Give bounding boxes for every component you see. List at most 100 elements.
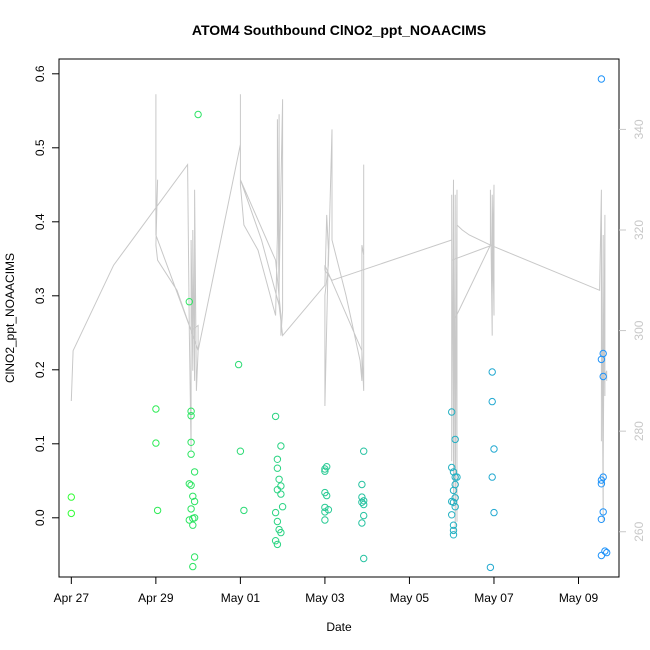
x-tick-label: May 03 [305, 591, 345, 605]
data-point [234, 360, 243, 369]
y2-tick-label: 300 [632, 320, 646, 340]
data-point [271, 412, 280, 421]
data-point [360, 511, 368, 520]
data-point [599, 372, 607, 381]
y2-tick-label: 340 [632, 119, 646, 139]
data-point [360, 497, 368, 505]
data-point [597, 551, 606, 560]
data-point [152, 405, 160, 413]
data-point [449, 526, 458, 535]
data-point [273, 540, 282, 549]
data-point [190, 514, 199, 522]
data-point [488, 368, 496, 376]
data-point [449, 486, 458, 495]
x-tick-label: Apr 29 [138, 591, 174, 605]
data-point [277, 490, 285, 498]
data-point [324, 506, 333, 514]
y-tick-label: 0.0 [33, 509, 47, 526]
data-point [488, 473, 496, 481]
data-point [490, 445, 498, 453]
data-point [449, 468, 458, 476]
data-point [153, 506, 162, 515]
data-point [453, 473, 461, 481]
x-tick-label: Apr 27 [54, 591, 90, 605]
line-series-group [70, 94, 608, 532]
data-point [451, 435, 459, 444]
data-point [271, 508, 280, 517]
data-point [67, 509, 76, 518]
x-tick-label: May 09 [559, 591, 599, 605]
data-point [358, 498, 366, 506]
data-point [488, 397, 496, 406]
data-point [190, 497, 199, 506]
data-point [152, 439, 160, 447]
data-point [358, 519, 366, 527]
data-point [597, 476, 606, 484]
data-point [189, 562, 197, 571]
y2-tick-label: 280 [632, 421, 646, 441]
data-point [597, 515, 606, 523]
data-point [194, 110, 202, 119]
data-point [321, 467, 329, 475]
data-point [67, 493, 76, 501]
data-point [451, 503, 459, 511]
data-point [187, 412, 195, 420]
x-tick-label: May 01 [221, 591, 261, 605]
data-point [273, 464, 282, 472]
data-point [449, 521, 458, 529]
series-line [70, 94, 608, 532]
data-point [448, 408, 456, 416]
data-point [187, 438, 195, 446]
y-tick-label: 0.1 [33, 435, 47, 452]
data-point [449, 531, 458, 539]
data-point [277, 442, 285, 450]
data-point [275, 475, 283, 483]
data-point [189, 492, 197, 500]
data-point [323, 491, 331, 500]
data-point [187, 481, 195, 489]
data-point [360, 500, 368, 509]
data-point [277, 528, 285, 537]
data-point [449, 498, 458, 506]
y2-tick-label: 320 [632, 220, 646, 240]
data-point [187, 505, 195, 513]
data-point [185, 298, 194, 306]
data-point [240, 506, 248, 515]
data-point [277, 482, 285, 490]
data-point [323, 463, 331, 471]
data-point [599, 508, 607, 516]
data-point [490, 508, 498, 517]
data-point [448, 511, 456, 519]
x-tick-label: May 07 [474, 591, 514, 605]
data-point [271, 537, 280, 545]
y-tick-label: 0.2 [33, 361, 47, 378]
data-point [278, 503, 287, 511]
data-point [360, 447, 368, 455]
y-axis-label: ClNO2_ppt_NOAACIMS [3, 253, 17, 383]
data-point [187, 450, 195, 458]
y-tick-label: 0.3 [33, 287, 47, 304]
data-point [190, 468, 199, 476]
data-point [360, 554, 368, 563]
scatter-series-group [67, 75, 611, 572]
data-point [486, 563, 495, 572]
y-tick-label: 0.5 [33, 139, 47, 156]
chart-title: ATOM4 Southbound ClNO2_ppt_NOAACIMS [192, 22, 486, 38]
data-point [189, 521, 197, 529]
data-point [273, 517, 282, 526]
data-point [597, 355, 606, 364]
y-tick-label: 0.4 [33, 213, 47, 230]
data-point [273, 455, 282, 463]
data-point [601, 547, 609, 555]
data-point [597, 75, 606, 83]
y2-tick-label: 260 [632, 521, 646, 541]
data-point [236, 447, 245, 455]
data-point [358, 480, 366, 489]
data-point [190, 553, 199, 561]
data-point [185, 480, 194, 488]
x-tick-label: May 05 [390, 591, 430, 605]
data-point [321, 465, 329, 473]
y-tick-label: 0.6 [33, 65, 47, 82]
axes-group: Apr 27 Apr 29 May 01 May 03 May 05 May 07 May … [33, 58, 646, 605]
